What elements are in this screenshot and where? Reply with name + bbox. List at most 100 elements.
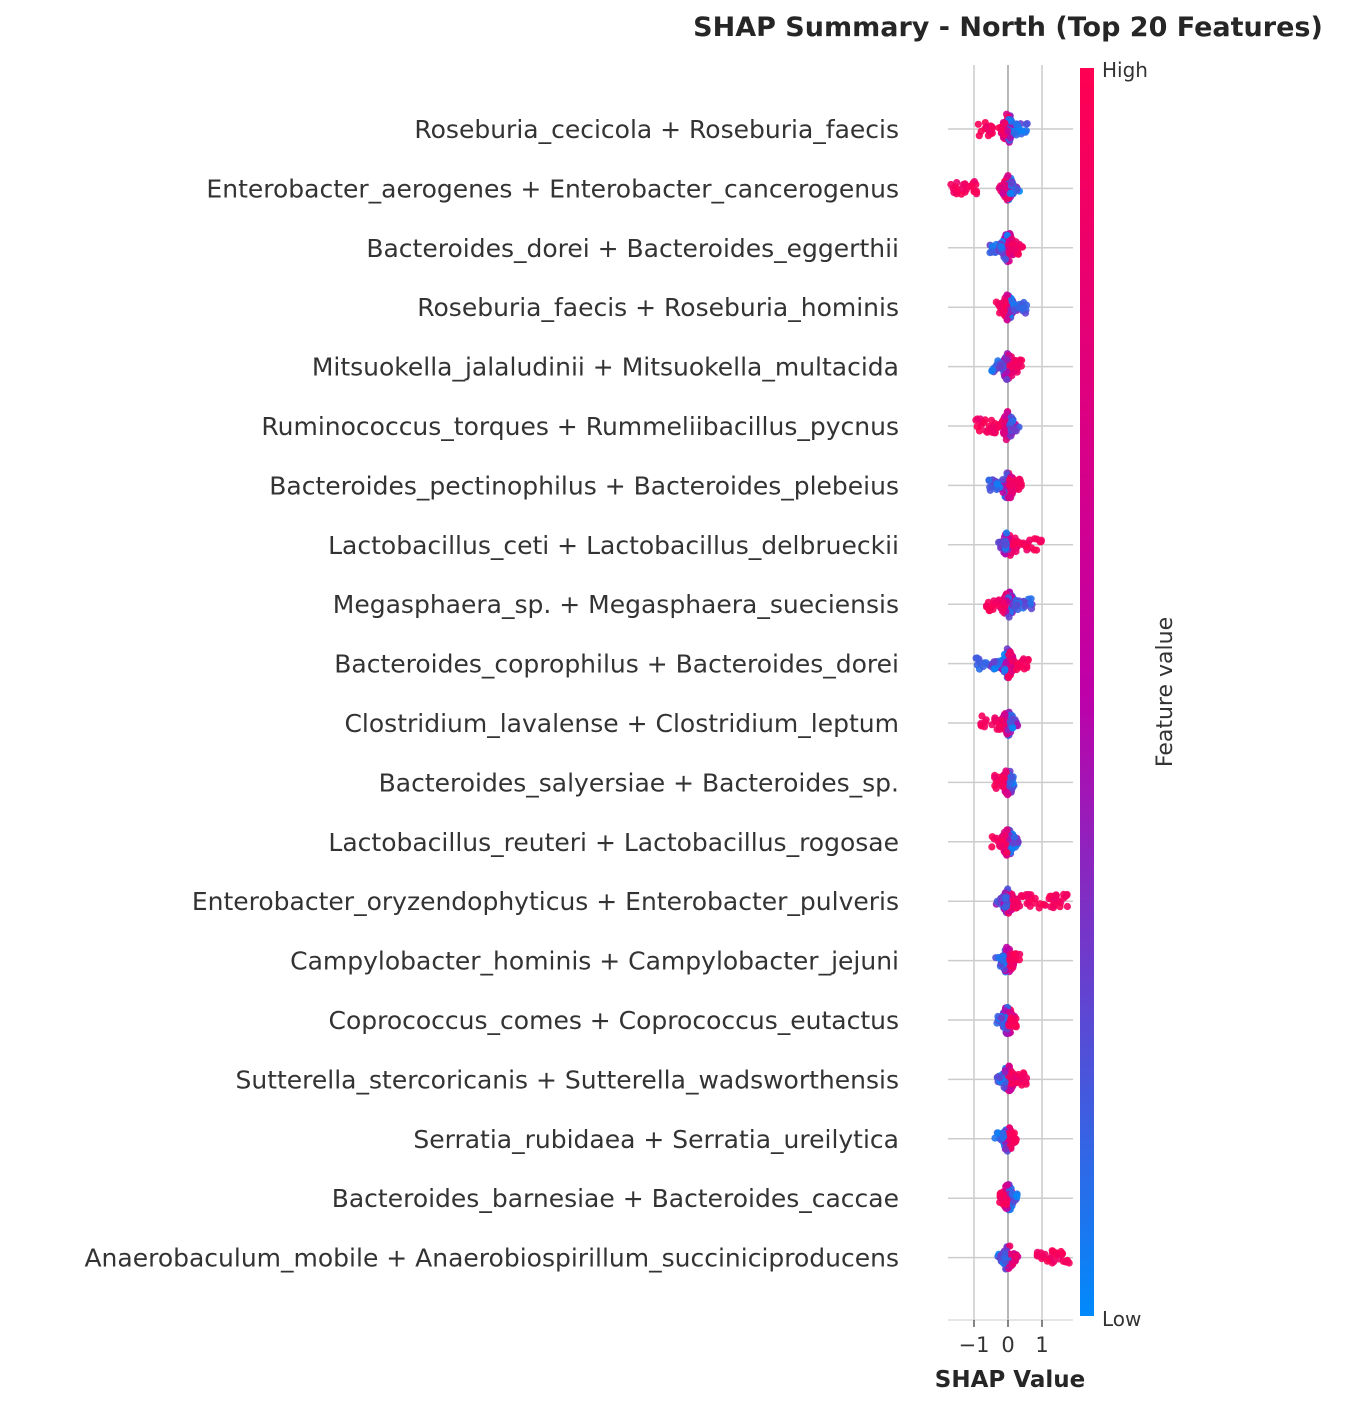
shap-point [999,957,1007,965]
shap-point [999,782,1007,790]
shap-point [1021,602,1029,610]
shap-point [1016,950,1024,958]
feature-label: Sutterella_stercoricanis + Sutterella_wa… [235,1065,899,1094]
feature-label: Lactobacillus_ceti + Lactobacillus_delbr… [328,531,899,560]
shap-point [988,242,996,250]
shap-point [1036,900,1044,908]
shap-point [1012,238,1020,246]
shap-point [1004,127,1012,135]
shap-point [1003,316,1011,324]
feature-swarm [996,1181,1021,1214]
shap-point [1027,595,1035,603]
shap-point [1019,539,1028,547]
x-tick-label: −1 [959,1333,990,1357]
shap-point [1003,943,1011,951]
shap-point [1018,304,1026,312]
shap-point [996,842,1004,850]
feature-swarm [972,408,1023,444]
shap-point [1007,179,1016,187]
shap-point [974,120,982,128]
shap-point [1033,535,1041,543]
shap-point [1018,243,1026,251]
shap-point [1009,724,1017,732]
shap-point [1011,246,1019,254]
shap-point [984,598,993,606]
shap-point [1024,891,1033,899]
feature-labels: Roseburia_cecicola + Roseburia_faecis Ent… [84,115,899,1273]
feature-label: Anaerobaculum_mobile + Anaerobiospirillu… [84,1244,899,1273]
shap-point [981,718,989,726]
shap-point [957,190,966,198]
shap-point [1049,1247,1057,1255]
shap-point [998,126,1006,134]
shap-point [1001,1249,1009,1257]
shap-point [1011,1022,1019,1031]
colorbar-high-label: High [1102,58,1148,82]
feature-swarm [985,469,1025,502]
shap-point [1001,841,1009,850]
shap-point [1010,833,1019,841]
shap-point [999,420,1007,428]
shap-point [1001,832,1009,840]
shap-point [1065,1259,1073,1267]
feature-label: Bacteroides_salyersiae + Bacteroides_sp. [379,768,899,797]
shap-point [1043,1257,1051,1265]
shap-point [1001,666,1009,674]
feature-swarm [993,1062,1031,1095]
shap-point [995,596,1003,604]
shap-point [991,714,999,722]
shap-point [995,538,1003,547]
feature-label: Enterobacter_oryzendophyticus + Enteroba… [192,887,899,916]
x-axis-label: SHAP Value [935,1367,1085,1393]
shap-point [968,181,976,189]
feature-swarm [988,350,1026,384]
shap-point [970,187,979,195]
shap-point [1001,1199,1010,1207]
shap-point [991,773,999,782]
shap-point [1005,613,1013,621]
feature-swarm [972,645,1032,682]
shap-point [947,180,955,189]
feature-label: Megasphaera_sp. + Megasphaera_sueciensis [333,590,899,619]
shap-point [1013,368,1021,376]
shap-point [1013,1193,1021,1201]
shap-point [999,308,1007,316]
shap-point [990,429,998,437]
shap-point [1006,493,1014,502]
shap-points [947,110,1073,1273]
feature-swarm [974,110,1031,146]
shap-point [1012,602,1020,610]
shap-point [999,774,1008,782]
shap-point [1003,1181,1011,1189]
shap-point [1008,1080,1016,1088]
shap-point [1011,1252,1020,1260]
shap-point [962,186,970,194]
colorbar-title: Feature value [1153,617,1178,767]
shap-point [1003,375,1011,384]
shap-point [1012,427,1020,435]
shap-point [1031,899,1039,907]
feature-swarm [992,885,1071,917]
shap-point [1001,711,1009,719]
shap-point [1019,1072,1027,1080]
feature-swarm [988,826,1022,859]
x-tick-label: 0 [1001,1333,1014,1357]
shap-point [1013,120,1021,128]
x-axis-ticks: −1 0 1 [959,1320,1049,1357]
shap-point [1003,849,1011,857]
shap-point [983,428,991,436]
feature-label: Bacteroides_dorei + Bacteroides_eggerthi… [366,234,899,263]
shap-point [985,606,993,614]
shap-point [1059,1249,1067,1258]
shap-point [993,480,1001,488]
shap-point [1011,357,1020,365]
shap-point [988,123,996,131]
shap-point [1013,478,1021,486]
shap-point [986,483,994,491]
shap-point [988,248,996,256]
shap-point [1004,673,1012,681]
x-tick-label: 1 [1035,1333,1048,1357]
feature-label: Serratia_rubidaea + Serratia_ureilytica [413,1125,899,1154]
shap-point [1001,297,1009,305]
